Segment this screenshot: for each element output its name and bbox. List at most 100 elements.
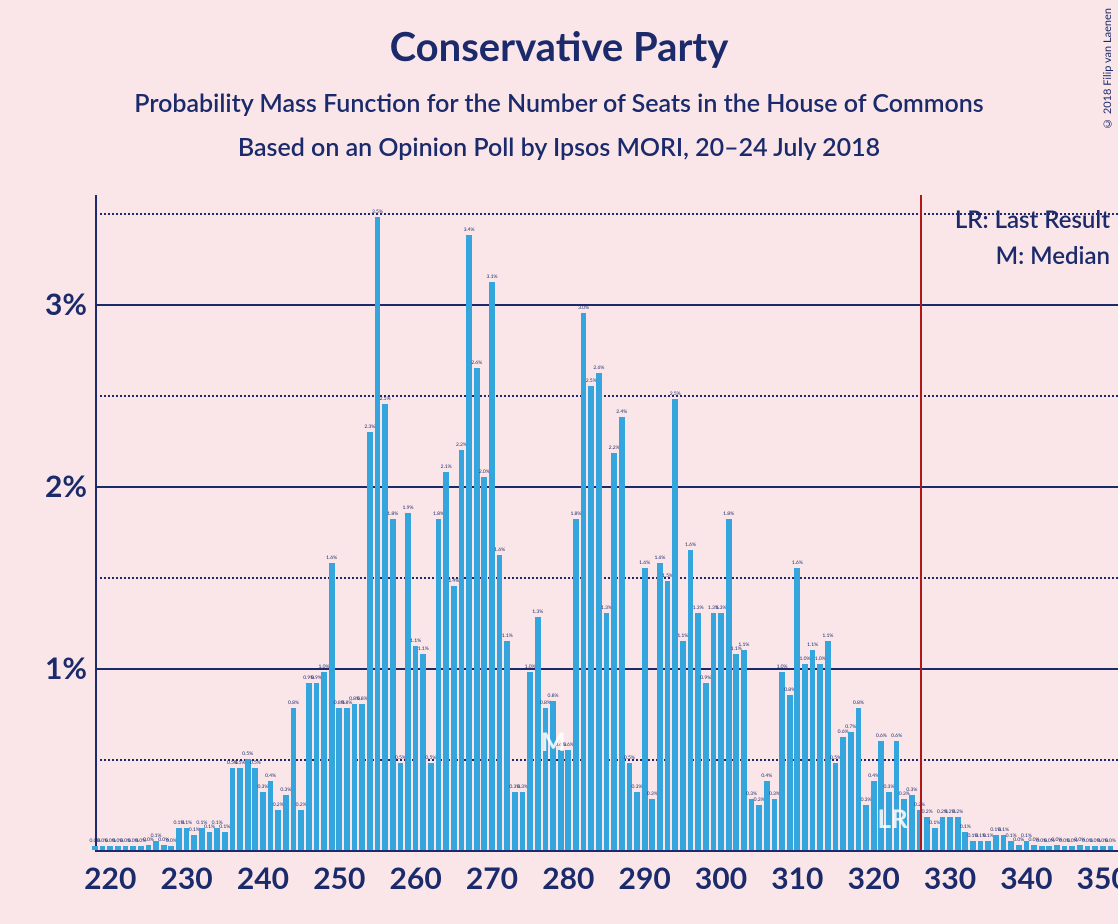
- bar-value-label: 2.6%: [471, 360, 482, 366]
- bar: [413, 646, 419, 850]
- bar: [107, 846, 113, 850]
- bar: [489, 282, 495, 850]
- bar: [344, 708, 350, 850]
- bar: [1100, 846, 1106, 850]
- x-axis-line: [95, 850, 1118, 852]
- last-result-marker: LR: [878, 802, 908, 834]
- bar-value-label: 1.6%: [685, 542, 696, 548]
- bar: [863, 805, 869, 850]
- bar: [336, 708, 342, 850]
- bar-value-label: 1.1%: [738, 642, 749, 648]
- bar: [420, 654, 426, 851]
- bar: [459, 450, 465, 850]
- bar-value-label: 1.6%: [326, 555, 337, 561]
- bar: [993, 835, 999, 850]
- bar: [955, 817, 961, 850]
- bar: [711, 613, 717, 850]
- last-result-line: [920, 195, 922, 850]
- gridline-minor: [95, 395, 1118, 397]
- y-tick-label: 3%: [45, 286, 87, 322]
- bar-value-label: 2.5%: [380, 396, 391, 402]
- bar: [619, 417, 625, 850]
- x-tick-label: 350: [1068, 860, 1118, 896]
- bar-value-label: 2.5%: [670, 391, 681, 397]
- x-tick-label: 250: [304, 860, 374, 896]
- bar: [596, 373, 602, 850]
- bar: [359, 704, 365, 850]
- bar: [451, 586, 457, 850]
- bar: [92, 846, 98, 850]
- bar: [161, 845, 167, 850]
- bar: [978, 841, 984, 850]
- bar: [672, 399, 678, 850]
- bar: [306, 683, 312, 850]
- bar: [382, 404, 388, 850]
- bar: [207, 832, 213, 850]
- bar: [115, 846, 121, 850]
- x-tick-label: 260: [381, 860, 451, 896]
- bar: [329, 563, 335, 850]
- bar: [558, 750, 564, 850]
- bar: [222, 832, 228, 850]
- bar: [252, 768, 258, 850]
- bar: [932, 828, 938, 850]
- bar-value-label: 0.8%: [288, 700, 299, 706]
- bar-value-label: 0.5%: [624, 755, 635, 761]
- bar: [1046, 846, 1052, 850]
- chart-subtitle-2: Based on an Opinion Poll by Ipsos MORI, …: [0, 132, 1118, 162]
- bar: [1062, 846, 1068, 850]
- bar: [176, 828, 182, 850]
- bar: [581, 313, 587, 850]
- bar: [642, 568, 648, 850]
- bar-value-label: 1.3%: [532, 609, 543, 615]
- bar: [375, 217, 381, 850]
- x-tick-label: 330: [915, 860, 985, 896]
- bar: [726, 519, 732, 850]
- bar: [604, 613, 610, 850]
- x-tick-label: 240: [228, 860, 298, 896]
- gridline-major: [95, 304, 1118, 306]
- x-tick-label: 270: [457, 860, 527, 896]
- bar: [504, 641, 510, 850]
- bar: [1077, 845, 1083, 850]
- bar: [291, 708, 297, 850]
- bar: [436, 519, 442, 850]
- bar-value-label: 0.0%: [1105, 838, 1116, 844]
- x-tick-label: 290: [610, 860, 680, 896]
- bar: [657, 563, 663, 850]
- bar: [191, 835, 197, 850]
- x-tick-label: 220: [75, 860, 145, 896]
- bar-value-label: 1.1%: [418, 646, 429, 652]
- bar: [856, 708, 862, 850]
- legend-last-result: LR: Last Result: [955, 205, 1110, 234]
- bar: [138, 846, 144, 850]
- bar: [810, 650, 816, 850]
- bar: [230, 768, 236, 850]
- bar: [680, 641, 686, 850]
- bar-value-label: 0.8%: [548, 693, 559, 699]
- bar: [237, 768, 243, 850]
- bar: [314, 683, 320, 850]
- bar: [1054, 845, 1060, 850]
- bar: [573, 519, 579, 850]
- bar: [985, 841, 991, 850]
- bar: [833, 763, 839, 850]
- bar: [520, 792, 526, 850]
- bar-value-label: 0.1%: [960, 824, 971, 830]
- bar: [130, 846, 136, 850]
- bar-value-label: 0.5%: [242, 751, 253, 757]
- bar-value-label: 1.8%: [387, 511, 398, 517]
- bar: [497, 555, 503, 850]
- bar: [565, 750, 571, 850]
- x-tick-label: 320: [839, 860, 909, 896]
- bar: [840, 737, 846, 850]
- chart-title: Conservative Party: [0, 0, 1118, 70]
- bar: [1069, 846, 1075, 850]
- bar: [481, 477, 487, 850]
- bar: [390, 519, 396, 850]
- bar: [733, 654, 739, 851]
- y-tick-label: 1%: [45, 650, 87, 686]
- bar: [779, 672, 785, 850]
- y-axis-line: [95, 195, 97, 850]
- bar: [283, 795, 289, 850]
